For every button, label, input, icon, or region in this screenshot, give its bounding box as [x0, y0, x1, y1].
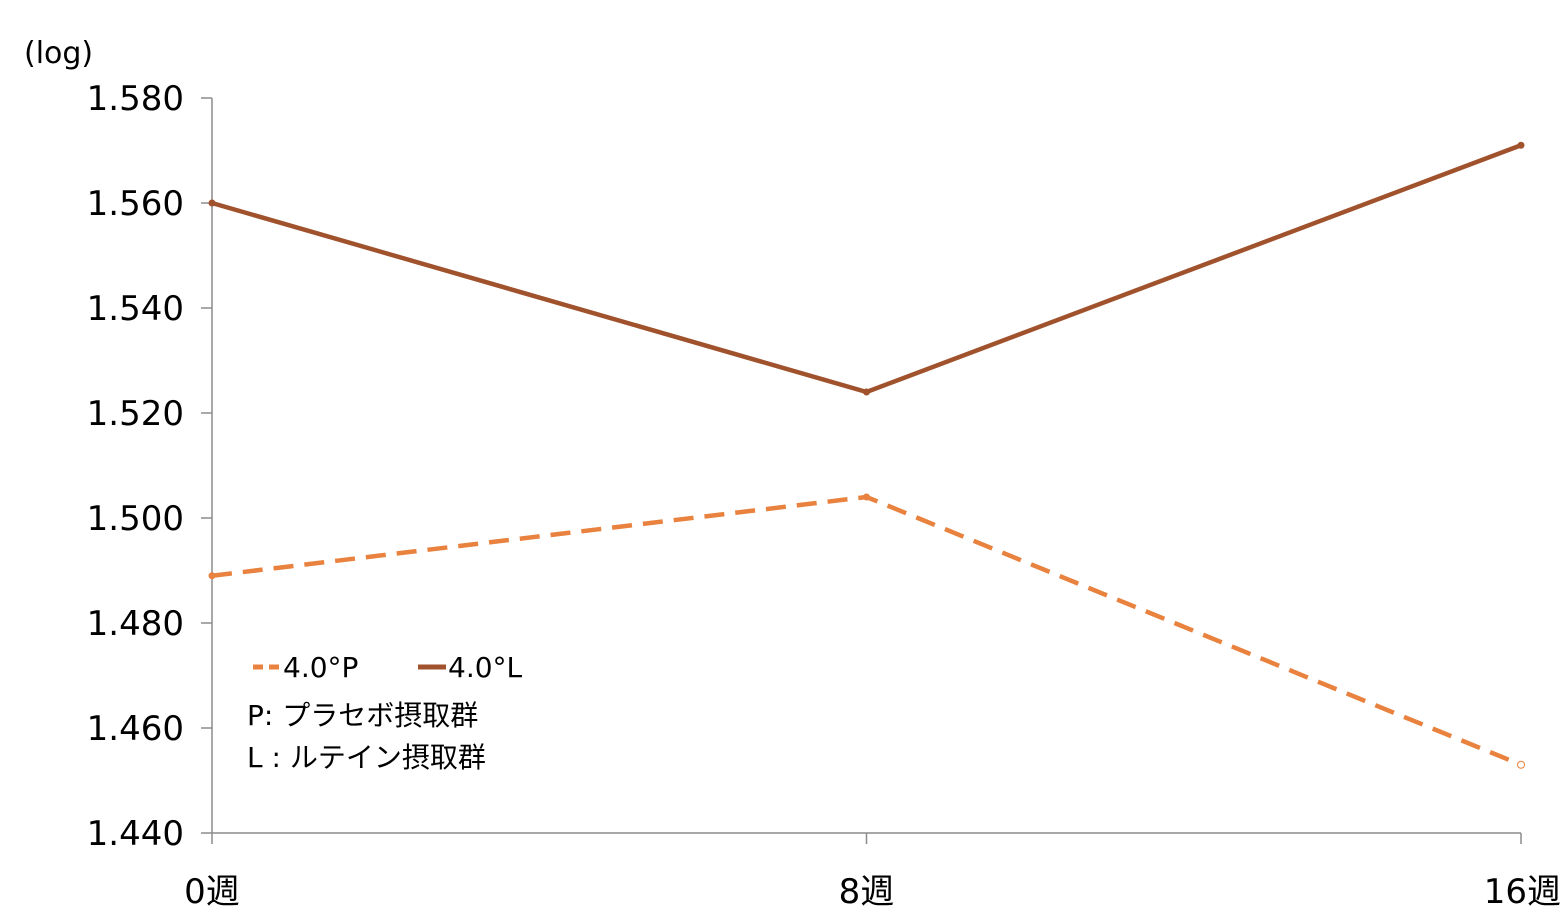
- y-axis: 1.580 1.560 1.540 1.520 1.500 1.480 1.460 1.440: [87, 79, 213, 854]
- data-point: [208, 199, 216, 207]
- y-tick-label: 1.480: [87, 604, 184, 644]
- y-tick-label: 1.580: [87, 79, 184, 119]
- x-tick-label: 0週: [184, 872, 240, 912]
- x-axis: 0週 8週 16週: [184, 832, 1561, 912]
- y-axis-unit-label: (log): [24, 36, 93, 71]
- x-tick-label: 16週: [1484, 872, 1561, 912]
- y-tick-label: 1.440: [87, 814, 184, 854]
- x-tick-label: 8週: [839, 872, 895, 912]
- data-point: [1517, 760, 1525, 769]
- legend-label-lutein: 4.0°L: [448, 651, 523, 684]
- y-tick-label: 1.460: [87, 709, 184, 749]
- data-point: [863, 493, 870, 501]
- data-point: [208, 572, 216, 580]
- data-point: [863, 388, 870, 396]
- data-point: [1517, 141, 1525, 149]
- legend: 4.0°P 4.0°L P: プラセボ摂取群 L : ルテイン摂取群: [247, 651, 523, 774]
- y-tick-label: 1.500: [87, 499, 184, 539]
- series-layer: [208, 141, 1525, 769]
- y-tick-label: 1.560: [87, 184, 184, 224]
- legend-note-placebo: P: プラセボ摂取群: [247, 699, 478, 732]
- series-line-lutein: [211, 143, 1522, 395]
- y-tick-label: 1.540: [87, 289, 184, 329]
- legend-note-lutein: L : ルテイン摂取群: [247, 741, 486, 774]
- legend-label-placebo: 4.0°P: [283, 651, 358, 684]
- y-tick-label: 1.520: [87, 394, 184, 434]
